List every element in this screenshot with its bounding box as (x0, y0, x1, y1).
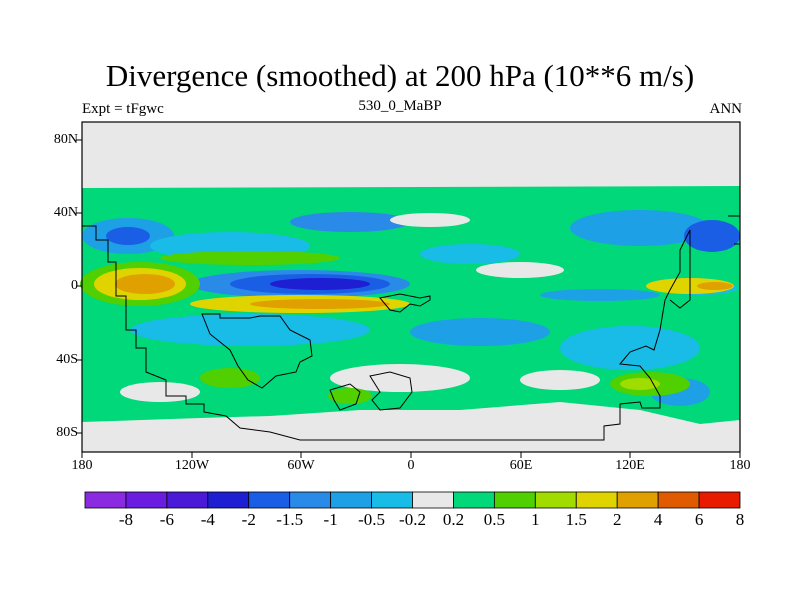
colorbar-tick-label: 2 (612, 510, 622, 529)
x-tick-label: 180 (729, 458, 751, 473)
x-tick-label: 60W (287, 458, 315, 473)
colorbar-swatch (534, 491, 577, 509)
colorbar-tick-label: -0.2 (399, 510, 426, 529)
colorbar (84, 491, 741, 509)
season-label: ANN (709, 101, 743, 117)
colorbar-tick-label: -0.5 (358, 510, 386, 529)
colorbar-swatch (248, 491, 291, 509)
colorbar-tick-label: 6 (694, 510, 704, 529)
y-tick-label: 40S (56, 352, 78, 367)
colorbar-swatch (616, 491, 659, 509)
colorbar-tick-label: 0.2 (442, 510, 465, 529)
colorbar-swatch (453, 491, 495, 509)
contour-gaps (120, 213, 600, 402)
colorbar-tick-label: -1 (323, 510, 338, 529)
colorbar-tick-label: 8 (735, 510, 745, 529)
colorbar-tick-label: -8 (118, 510, 134, 529)
colorbar-swatch (371, 491, 413, 509)
colorbar-swatch (84, 491, 127, 509)
x-tick-label: 180 (71, 458, 93, 473)
y-tick-label: 0 (71, 278, 78, 293)
coastlines (82, 215, 741, 441)
case-label: 530_0_MaBP (358, 98, 442, 114)
colorbar-swatch (207, 491, 250, 509)
y-tick-label: 80N (53, 132, 78, 147)
chart-title: Divergence (smoothed) at 200 hPa (10**6 … (105, 58, 695, 93)
colorbar-tick-label: -1.5 (276, 510, 304, 529)
colorbar-swatch (698, 491, 741, 509)
colorbar-swatch (412, 491, 454, 509)
y-tick-label: 80S (56, 425, 78, 440)
colorbar-tick-label: -6 (159, 510, 174, 529)
x-tick-label: 120W (174, 458, 210, 473)
experiment-label: Expt = tFgwc (82, 101, 164, 117)
axis-ticks (76, 139, 741, 458)
colorbar-swatch (493, 491, 536, 509)
colorbar-tick-label: 1.5 (565, 510, 587, 529)
colorbar-tick-label: -4 (200, 510, 215, 529)
colorbar-swatch (575, 491, 618, 509)
colorbar-tick-label: 0.5 (483, 510, 505, 529)
contour-positive (80, 251, 734, 404)
colorbar-tick-label: 1 (531, 510, 540, 529)
x-tick-label: 120E (615, 458, 645, 473)
colorbar-swatch (289, 491, 332, 509)
colorbar-swatch (657, 491, 700, 509)
colorbar-swatch (125, 491, 168, 509)
colorbar-swatch (330, 491, 372, 509)
colorbar-swatch (166, 491, 209, 509)
colorbar-tick-label: 4 (653, 510, 663, 529)
x-tick-label: 60E (509, 458, 533, 473)
x-tick-label: 0 (407, 458, 415, 473)
y-tick-label: 40N (53, 205, 78, 220)
colorbar-tick-label: -2 (241, 510, 256, 529)
